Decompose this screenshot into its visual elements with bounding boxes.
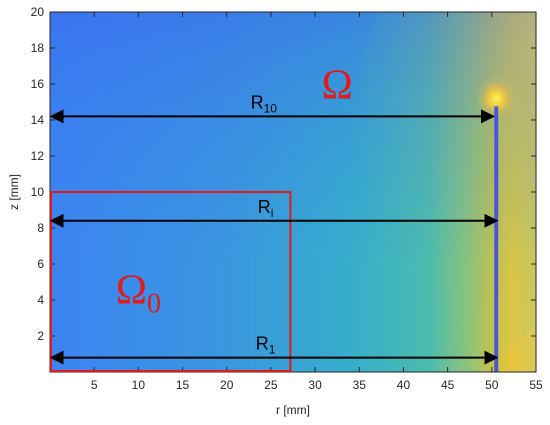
y-axis-ticks: 2 4 6 8 10 12 14 16 18 20 [31,5,536,343]
y-tick-label: 12 [31,149,45,163]
y-axis-label: z [mm] [7,174,21,210]
radius-label-main: R [256,334,269,354]
x-tick-label: 35 [353,378,367,392]
radius-label-main: R [258,197,271,217]
y-tick-label: 2 [37,329,44,343]
radius-label-10: R10 [251,92,278,115]
x-tick-label: 30 [308,378,322,392]
region-label-main: Ω [116,268,147,314]
region-label-sub: 0 [147,289,161,320]
region-omega-label: Ω [322,62,353,108]
x-tick-label: 10 [132,378,146,392]
y-tick-label: 20 [31,5,45,19]
x-tick-label: 15 [176,378,190,392]
y-tick-label: 4 [37,293,44,307]
x-axis-label: r [mm] [276,403,310,417]
radius-label-main: R [251,92,264,112]
x-tick-label: 55 [529,378,543,392]
y-tick-label: 10 [31,185,45,199]
radius-label-sub: 10 [264,101,278,115]
radius-label-sub: i [271,206,274,220]
region-omega-0-outline [50,191,292,372]
heatmap-wire [494,106,499,372]
x-tick-label: 40 [397,378,411,392]
regions: ΩΩ0 [50,62,353,372]
x-tick-label: 20 [220,378,234,392]
plot-area [50,12,536,372]
y-tick-label: 8 [37,221,44,235]
x-tick-label: 45 [441,378,455,392]
y-tick-label: 14 [31,113,45,127]
x-tick-label: 5 [91,378,98,392]
x-axis-ticks: 5 10 15 20 25 30 35 40 45 50 55 [91,12,543,392]
y-tick-label: 6 [37,257,44,271]
region-omega-0-label: Ω0 [116,268,161,320]
region-label-main: Ω [322,62,353,108]
x-tick-label: 25 [264,378,278,392]
radius-label-i: Ri [258,197,274,220]
radius-label-sub: 1 [269,343,276,357]
y-tick-label: 16 [31,77,45,91]
y-tick-label: 18 [31,41,45,55]
radius-label-1: R1 [256,334,276,357]
x-tick-label: 50 [485,378,499,392]
